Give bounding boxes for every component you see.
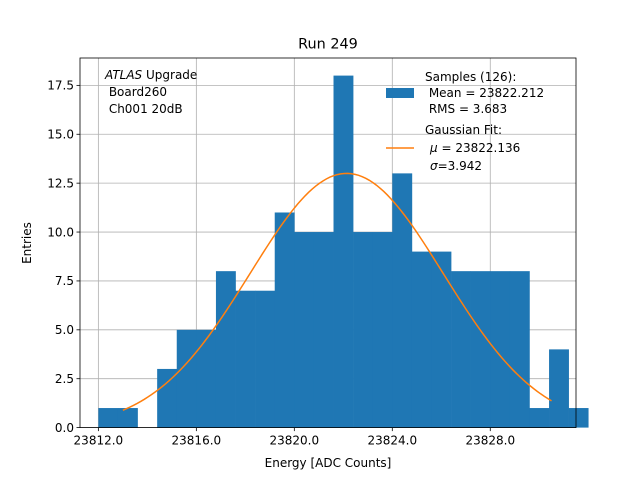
gaussian-fit-curve [122,172,552,411]
atlas-annotation-line1: ATLAS Upgrade [104,68,197,82]
histogram-bar [98,408,119,428]
mu-symbol: μ [429,141,438,155]
x-axis-ticks: 23812.0 23816.0 23820.0 23824.0 23828.0 [74,427,515,448]
histogram-bar [313,232,334,428]
x-tick-label: 23812.0 [74,434,124,448]
atlas-label: ATLAS [104,68,143,82]
y-tick-label: 15.0 [47,128,74,142]
legend-samples-rms: RMS = 3.683 [425,102,507,116]
histogram-bar [568,408,589,428]
histogram-bar [392,173,413,428]
histogram-bar [235,290,256,428]
histogram-bar [549,349,569,428]
sigma-symbol: σ [430,159,438,173]
legend: Samples (126): Mean = 23822.212 RMS = 3.… [386,70,544,173]
chart-title: Run 249 [298,37,358,53]
y-axis-label: Entries [20,222,34,264]
legend-fit-title: Gaussian Fit: [425,123,502,137]
histogram-bar [529,408,550,428]
histogram-bar [196,329,217,428]
x-tick-label: 23828.0 [465,434,515,448]
histogram-bar [274,212,295,428]
y-tick-label: 2.5 [55,372,74,386]
histogram-bar [411,251,432,428]
plot-frame [79,57,577,429]
histogram-bar [451,271,471,428]
histogram-bar [470,271,491,428]
histogram-bar [333,75,354,428]
legend-fit-mu: = 23822.136 [438,141,521,155]
legend-samples-mean: Mean = 23822.212 [425,86,544,100]
y-axis-ticks: 0.0 2.5 5.0 7.5 10.0 12.5 15.0 17.5 [47,79,80,435]
y-tick-label: 17.5 [47,79,74,93]
y-tick-label: 7.5 [55,274,74,288]
y-tick-label: 10.0 [47,225,74,239]
y-tick-label: 0.0 [55,421,74,435]
x-tick-label: 23816.0 [172,434,222,448]
histogram-bar [509,271,530,428]
y-tick-label: 5.0 [55,323,74,337]
atlas-annotation: ATLAS Upgrade Board260 Ch001 20dB [104,68,197,116]
histogram-bar [294,232,315,428]
histogram-bar [431,251,452,428]
histogram-bars [98,75,589,428]
histogram-bar [117,408,138,428]
histogram-bar [372,232,393,428]
histogram-bar [353,232,374,428]
board-label: Board260 [105,85,167,99]
legend-fit-mu-line: μ = 23822.136 [429,141,520,155]
legend-fit-sigma-line: σ=3.942 [430,159,482,173]
upgrade-label: Upgrade [142,68,197,82]
histogram-bar [490,271,511,428]
y-tick-label: 12.5 [47,176,74,190]
x-tick-label: 23820.0 [270,434,320,448]
histogram-bar [157,368,178,428]
histogram-bar [215,271,236,428]
legend-fit-sigma: =3.942 [438,159,482,173]
legend-samples-swatch [386,88,414,98]
channel-label: Ch001 20dB [105,102,183,116]
x-axis-label: Energy [ADC Counts] [265,456,392,470]
legend-samples-title: Samples (126): [425,70,516,84]
x-tick-label: 23824.0 [367,434,417,448]
histogram-bar [255,290,276,428]
histogram-bar [176,329,197,428]
